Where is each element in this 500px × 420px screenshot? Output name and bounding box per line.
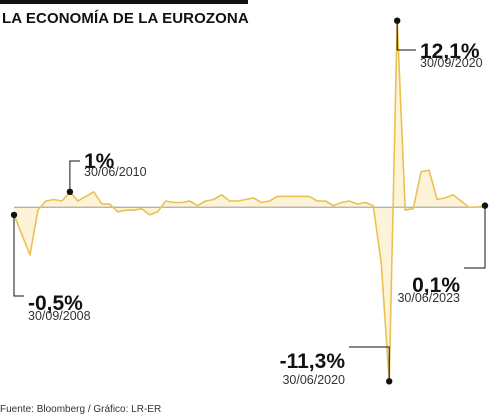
chart-title: LA ECONOMÍA DE LA EUROZONA (2, 10, 249, 27)
source-note: Fuente: Bloomberg / Gráfico: LR-ER (0, 404, 162, 415)
annotation-date-0: 30/09/2008 (28, 309, 91, 323)
annotations: -0,5%30/09/20081%30/06/2010-11,3%30/06/2… (10, 17, 489, 387)
annotation-point-0 (10, 211, 18, 219)
annotation-date-1: 30/06/2010 (84, 165, 147, 179)
annotation-date-4: 30/06/2023 (397, 291, 460, 305)
annotation-leader-1 (69, 160, 80, 192)
annotation-value-4: 0,1% (412, 274, 460, 297)
annotation-value-2: -11,3% (280, 350, 346, 373)
annotation-value-3: 12,1% (420, 40, 480, 63)
annotation-leader-2 (349, 346, 390, 382)
title-rule (0, 0, 248, 4)
annotation-leader-4 (464, 205, 486, 269)
annotation-point-4 (481, 202, 489, 209)
annotation-leader-3 (396, 20, 416, 51)
annotation-point-1 (66, 188, 74, 195)
annotation-value-0: -0,5% (28, 292, 83, 315)
annotation-point-3 (394, 17, 401, 24)
annotation-value-1: 1% (84, 150, 115, 173)
annotation-date-2: 30/06/2020 (282, 373, 345, 387)
area-fill (14, 20, 485, 382)
series-line (13, 19, 486, 383)
annotation-leader-0 (13, 214, 24, 297)
annotation-point-2 (386, 378, 393, 385)
annotation-date-3: 30/09/2020 (420, 56, 483, 70)
